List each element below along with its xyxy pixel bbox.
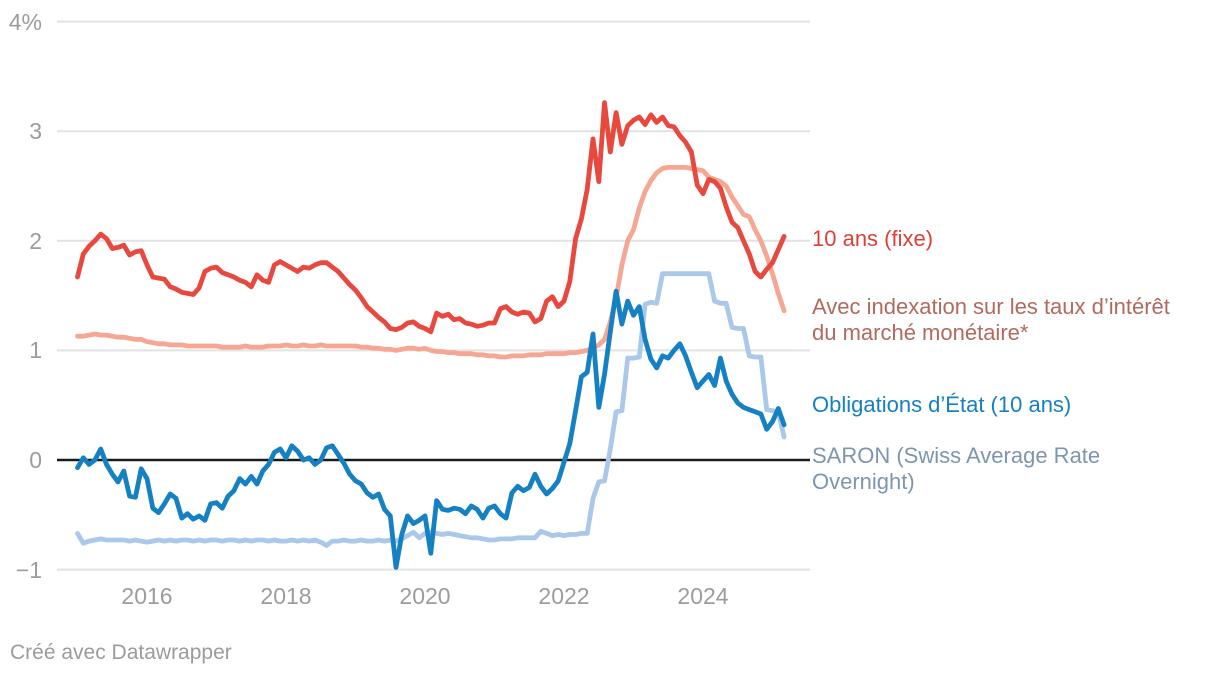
legend-label-obligations-detat: Obligations d’État (10 ans) — [812, 392, 1072, 417]
y-tick-label: 3 — [29, 118, 42, 145]
legend-label-avec-indexation: Avec indexation sur les taux d’intérêt d… — [812, 294, 1170, 345]
line-avec-indexation — [75, 165, 787, 360]
line-10-ans-fixe — [75, 100, 787, 335]
line-saron — [75, 271, 787, 548]
x-tick-label: 2018 — [260, 583, 312, 609]
x-tick-label: 2024 — [677, 583, 729, 609]
legend-label-saron: SARON (Swiss Average Rate Overnight) — [812, 443, 1101, 494]
y-tick-label: −1 — [15, 556, 42, 583]
y-tick-label: 2 — [29, 227, 42, 254]
y-tick-label: 1 — [29, 337, 42, 364]
x-tick-label: 2022 — [538, 583, 590, 609]
x-tick-label: 2016 — [121, 583, 173, 609]
y-tick-label: 0 — [29, 447, 42, 473]
y-tick-label: 4% — [8, 8, 42, 35]
legend-label-10-ans-fixe: 10 ans (fixe) — [812, 226, 934, 251]
line-obligations-detat — [75, 288, 787, 570]
x-tick-label: 2020 — [399, 583, 451, 609]
datawrapper-attribution: Créé avec Datawrapper — [10, 641, 232, 664]
